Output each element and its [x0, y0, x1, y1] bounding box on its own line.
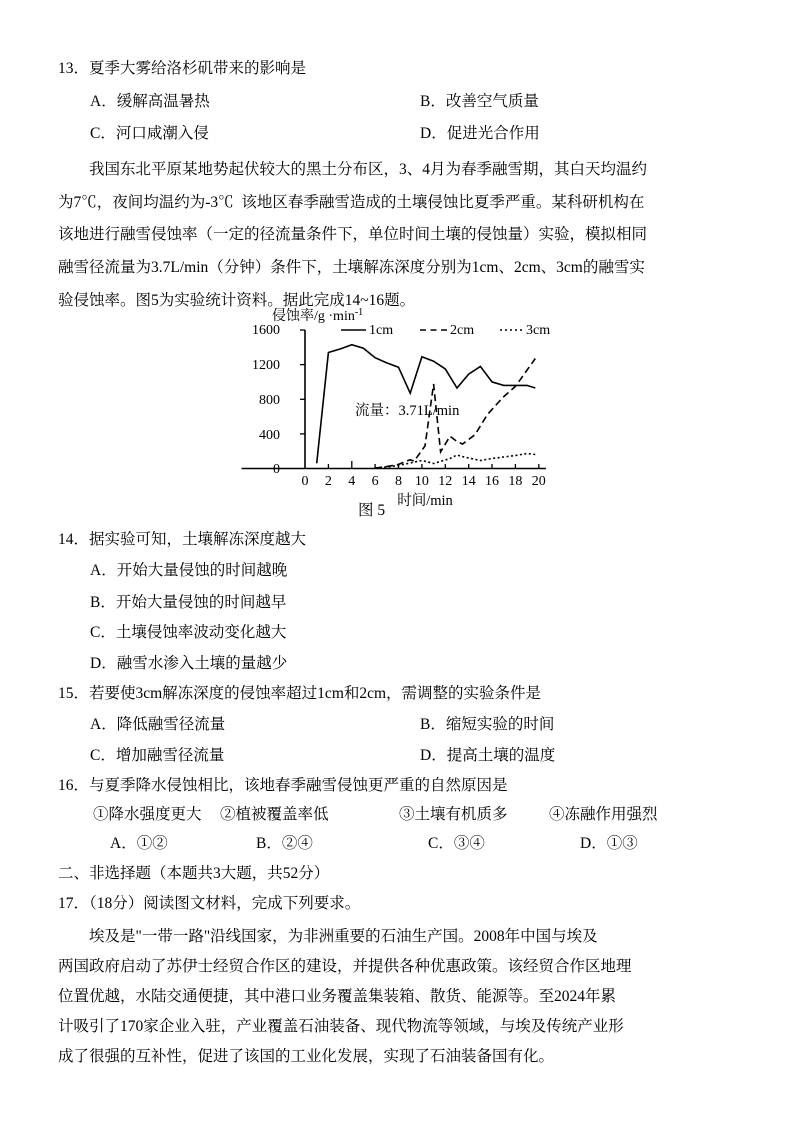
svg-text:400: 400	[259, 428, 280, 443]
svg-text:3cm: 3cm	[526, 323, 550, 338]
svg-text:侵蚀率/g ·min-1: 侵蚀率/g ·min-1	[272, 307, 363, 324]
svg-text:1cm: 1cm	[369, 323, 393, 338]
svg-text:20: 20	[532, 474, 546, 489]
svg-text:4: 4	[348, 474, 355, 489]
svg-text:1200: 1200	[252, 358, 280, 373]
svg-text:时间/min: 时间/min	[397, 492, 453, 509]
svg-text:0: 0	[273, 462, 280, 477]
svg-text:16: 16	[485, 474, 499, 489]
svg-text:12: 12	[438, 474, 452, 489]
svg-text:18: 18	[508, 474, 522, 489]
svg-text:8: 8	[395, 474, 402, 489]
svg-text:2cm: 2cm	[450, 323, 474, 338]
svg-text:1600: 1600	[252, 323, 280, 338]
svg-text:800: 800	[259, 393, 280, 408]
svg-text:14: 14	[462, 474, 476, 489]
svg-text:6: 6	[372, 474, 379, 489]
svg-text:流量：3.71L/min: 流量：3.71L/min	[355, 402, 460, 419]
svg-text:0: 0	[302, 474, 309, 489]
svg-text:10: 10	[415, 474, 429, 489]
svg-text:2: 2	[325, 474, 332, 489]
